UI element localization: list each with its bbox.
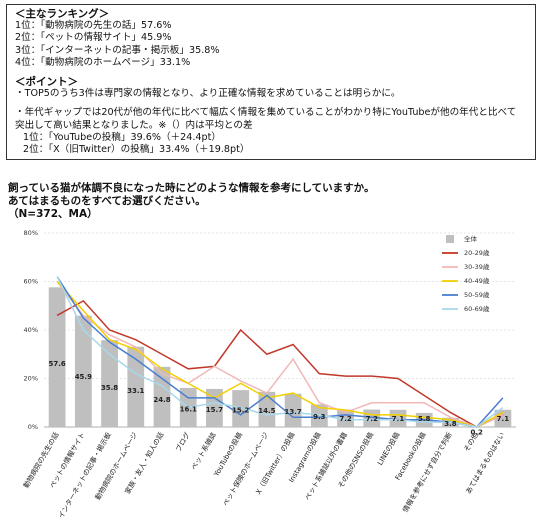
bar <box>48 287 66 427</box>
ranking-item: 4位：「動物病院のホームページ」33.1% <box>15 56 191 68</box>
value-label: 57.6 <box>48 360 65 368</box>
chart-title: 飼っている猫が体調不良になった時にどのような情報を参考にしていますか。 <box>8 182 375 194</box>
ranking-item: 2位：「ペットの情報サイト」45.9% <box>15 32 172 44</box>
legend-label: 40-49歳 <box>464 276 490 285</box>
value-label: 14.5 <box>258 407 275 415</box>
point: ・年代ギャップでは20代が他の年代に比べて幅広く情報を集めていることがわかり特に… <box>15 107 517 119</box>
value-label: 9.3 <box>313 413 326 421</box>
bar <box>284 393 302 427</box>
value-label: 7.1 <box>392 415 405 423</box>
legend-label: 60-69歳 <box>464 304 490 313</box>
chart-note: （N=372、MA） <box>8 208 98 220</box>
series-line <box>56 281 504 428</box>
legend-label: 全体 <box>464 234 478 243</box>
x-tick-label: 情報を参考にせず自分で判断 <box>401 431 454 514</box>
bar <box>389 409 407 427</box>
chart: 0%20%40%60%80%動物病院の先生の話ペットの情報サイトインターネットの… <box>21 229 516 520</box>
value-label: 33.1 <box>127 387 144 395</box>
value-label: 7.1 <box>497 415 510 423</box>
bar <box>310 404 328 427</box>
x-tick-label: ペット保険のホームページ <box>221 431 271 508</box>
value-label: 0.2 <box>470 429 483 437</box>
value-label: 5.8 <box>418 415 431 423</box>
gap-item: 2位：「X（旧Twitter）の投稿」33.4%（＋19.8pt） <box>23 144 250 156</box>
y-tick-label: 80% <box>24 229 38 237</box>
x-tick-label: ブログ <box>173 431 191 454</box>
value-label: 45.9 <box>75 373 92 381</box>
gap-item: 1位：「YouTubeの投稿」39.6%（＋24.4pt） <box>23 131 221 143</box>
legend-swatch <box>446 235 454 243</box>
bar <box>258 391 276 427</box>
y-tick-label: 0% <box>28 423 38 431</box>
value-label: 24.8 <box>153 396 170 404</box>
series-line <box>56 276 504 428</box>
value-label: 7.2 <box>339 415 352 423</box>
series-line <box>56 280 504 428</box>
point: 突出して高い結果となりました。※（）内は平均との差 <box>15 119 253 131</box>
ranking-title: ＜主なランキング＞ <box>15 8 110 20</box>
point: ・TOP5のうち3件は専門家の情報となり、より正確な情報を求めていることは明らか… <box>15 88 401 100</box>
x-tick-label: ペット系雑誌 <box>189 431 218 472</box>
value-label: 15.2 <box>232 406 249 414</box>
bar <box>232 390 250 427</box>
y-tick-label: 40% <box>24 326 38 334</box>
legend-label: 30-39歳 <box>464 262 490 271</box>
bar <box>101 340 118 427</box>
x-tick-label: インターネットの記事・掲示板 <box>56 431 113 520</box>
summary-box: ＜主なランキング＞ 1位：「動物病院の先生の話」57.6% 2位：「ペットの情報… <box>6 4 536 161</box>
ranking-item: 3位：「インターネットの記事・掲示板」35.8% <box>15 44 220 56</box>
chart-subtitle: あてはまるものをすべてお選びください。 <box>8 195 206 207</box>
question: 飼っている猫が体調不良になった時にどのような情報を参考にしていますか。 あてはま… <box>8 182 374 221</box>
value-label: 13.7 <box>284 408 301 416</box>
bar <box>74 315 92 427</box>
legend-label: 20-29歳 <box>464 248 490 257</box>
y-tick-label: 60% <box>24 278 38 286</box>
y-tick-label: 20% <box>24 375 38 383</box>
series-line <box>56 299 504 428</box>
value-label: 16.1 <box>180 405 197 413</box>
x-tick-label: LINEの投稿 <box>375 431 401 467</box>
value-label: 15.7 <box>206 406 223 414</box>
ranking-item: 1位：「動物病院の先生の話」57.6% <box>15 20 172 32</box>
bar <box>127 346 145 427</box>
bar <box>337 409 354 427</box>
series-line <box>56 276 504 428</box>
legend-label: 50-59歳 <box>464 290 490 299</box>
value-label: 7.2 <box>366 415 379 423</box>
point-title: ＜ポイント＞ <box>15 76 78 89</box>
value-label: 35.8 <box>101 384 118 392</box>
value-label: 3.8 <box>444 420 457 428</box>
